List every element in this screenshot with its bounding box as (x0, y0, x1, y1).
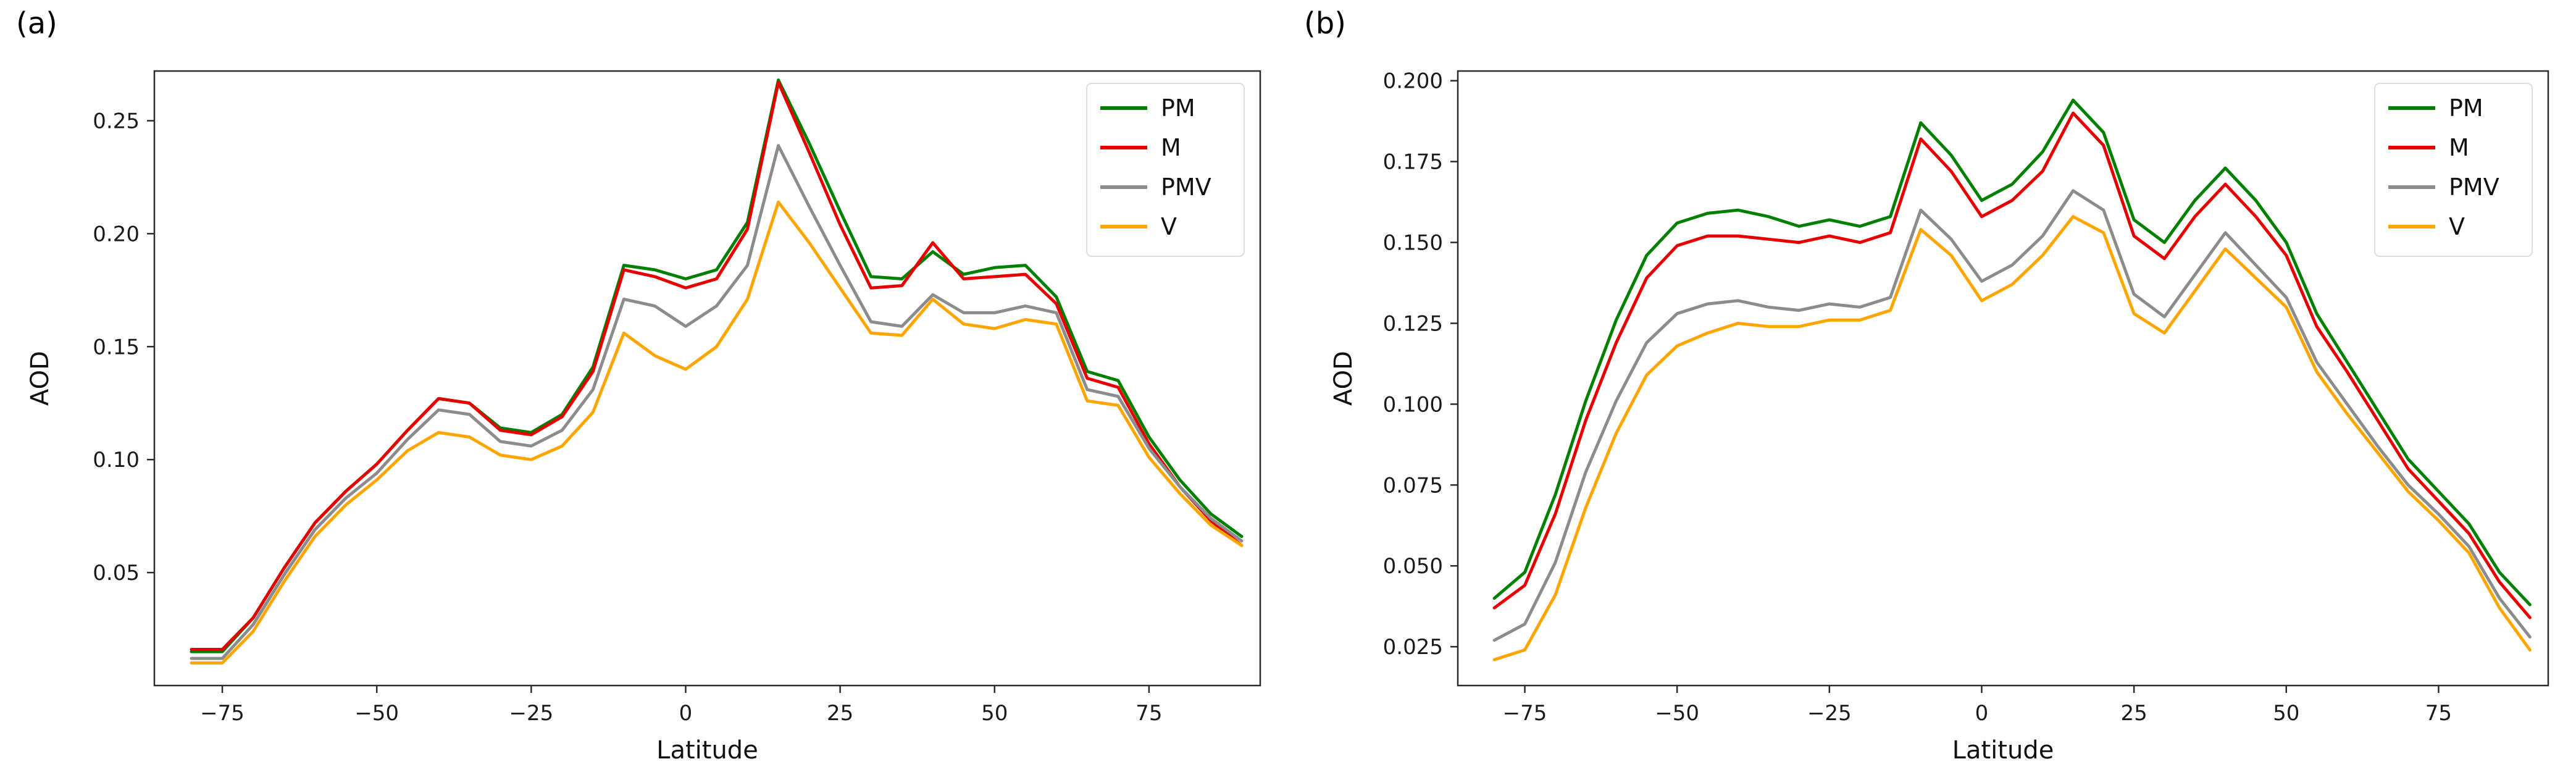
svg-text:M: M (1161, 134, 1181, 161)
svg-text:25: 25 (827, 701, 853, 726)
chart-b-line-plot: −75 −50 −25 0 25 50 75 0.025 0.050 0.075 0.100 0.12… (1329, 69, 2549, 765)
svg-text:−25: −25 (1807, 701, 1852, 726)
svg-text:0.150: 0.150 (1383, 231, 1443, 256)
svg-text:75: 75 (2425, 701, 2452, 726)
svg-text:−75: −75 (200, 701, 245, 726)
svg-text:0: 0 (1975, 701, 1989, 726)
svg-text:0.25: 0.25 (93, 109, 140, 133)
svg-text:0.100: 0.100 (1383, 392, 1443, 417)
svg-text:PM: PM (1161, 94, 1195, 122)
svg-text:PMV: PMV (1161, 174, 1211, 201)
svg-text:−75: −75 (1503, 701, 1547, 726)
svg-text:0.125: 0.125 (1383, 311, 1443, 336)
panel-label-b: (b) (1304, 6, 1346, 41)
svg-text:Latitude: Latitude (1952, 736, 2054, 765)
svg-text:M: M (2449, 134, 2469, 161)
svg-text:−50: −50 (354, 701, 399, 726)
svg-text:−50: −50 (1655, 701, 1699, 726)
svg-text:50: 50 (981, 701, 1008, 726)
panel-b: (b) −75 −50 −25 0 25 50 75 0.025 0.050 0.075 0.100… (1288, 0, 2576, 772)
svg-text:−25: −25 (509, 701, 553, 726)
svg-text:0.20: 0.20 (93, 222, 140, 246)
svg-text:0.075: 0.075 (1383, 473, 1443, 498)
svg-text:0.175: 0.175 (1383, 150, 1443, 175)
svg-text:0.05: 0.05 (93, 561, 140, 585)
svg-text:AOD: AOD (26, 351, 54, 406)
svg-text:V: V (2449, 213, 2465, 240)
panel-label-a: (a) (16, 6, 57, 41)
svg-text:75: 75 (1135, 701, 1162, 726)
svg-text:AOD: AOD (1329, 351, 1358, 406)
panel-a: (a) −75 −50 −25 0 25 50 75 0.05 0.10 0.15 0.20 0.25… (16, 6, 1261, 765)
svg-text:0.10: 0.10 (93, 448, 140, 472)
svg-text:0.025: 0.025 (1383, 635, 1443, 660)
svg-text:0: 0 (679, 701, 693, 726)
svg-text:0.050: 0.050 (1383, 554, 1443, 579)
svg-text:Latitude: Latitude (656, 736, 758, 765)
chart-a-line-plot: −75 −50 −25 0 25 50 75 0.05 0.10 0.15 0.20 0.25 Lati… (26, 70, 1261, 765)
svg-text:0.15: 0.15 (93, 335, 140, 359)
svg-text:0.200: 0.200 (1383, 69, 1443, 94)
svg-text:25: 25 (2120, 701, 2147, 726)
svg-text:PMV: PMV (2449, 174, 2499, 201)
svg-text:PM: PM (2449, 94, 2483, 122)
svg-text:50: 50 (2273, 701, 2299, 726)
svg-text:V: V (1161, 213, 1177, 240)
